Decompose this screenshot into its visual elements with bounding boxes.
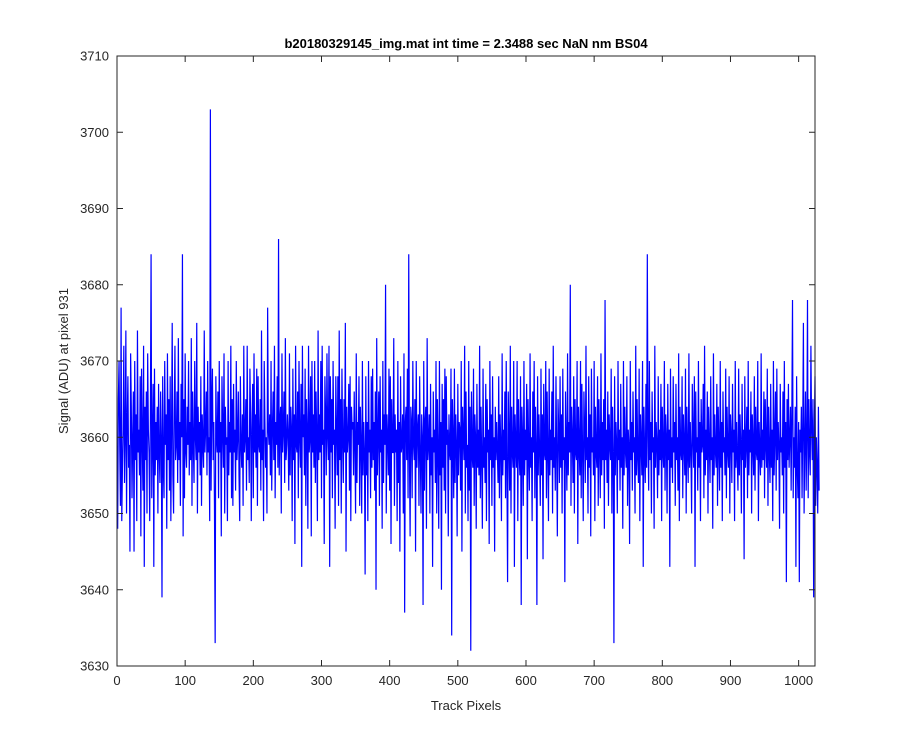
x-tick-label: 200 (242, 673, 264, 688)
plot-area-background (117, 56, 815, 666)
x-tick-label: 800 (651, 673, 673, 688)
y-tick-label: 3710 (80, 49, 109, 64)
y-tick-label: 3680 (80, 277, 109, 292)
x-tick-label: 900 (720, 673, 742, 688)
y-tick-label: 3670 (80, 354, 109, 369)
y-tick-label: 3650 (80, 506, 109, 521)
y-axis-label: Signal (ADU) at pixel 931 (56, 288, 71, 434)
x-tick-label: 300 (311, 673, 333, 688)
x-tick-label: 1000 (784, 673, 813, 688)
x-tick-label: 0 (113, 673, 120, 688)
y-tick-label: 3700 (80, 125, 109, 140)
tick-label-layer: 0 100 200 300 400 500 600 700 800 900 1000 3630 3640… (80, 49, 813, 689)
series-line (117, 109, 820, 651)
x-axis-label: Track Pixels (431, 698, 502, 713)
y-tick-label: 3660 (80, 430, 109, 445)
x-tick-label: 700 (583, 673, 605, 688)
x-tick-label: 400 (379, 673, 401, 688)
x-tick-label: 500 (447, 673, 469, 688)
axes-box (116, 55, 816, 667)
y-tick-label: 3630 (80, 659, 109, 674)
y-tick-label: 3690 (80, 201, 109, 216)
series-layer (117, 109, 820, 651)
x-tick-label: 100 (174, 673, 196, 688)
x-tick-label: 600 (515, 673, 537, 688)
y-tick-label: 3640 (80, 582, 109, 597)
chart-title: b20180329145_img.mat int time = 2.3488 s… (284, 36, 648, 51)
